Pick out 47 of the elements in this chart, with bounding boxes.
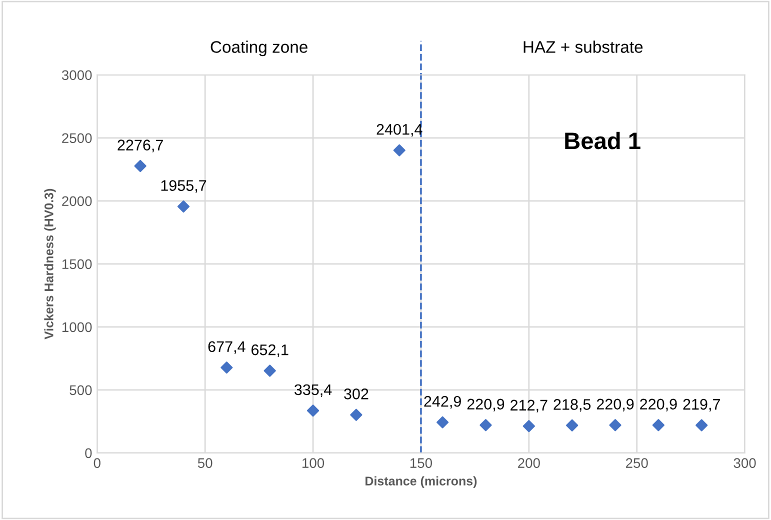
data-label: 677,4 [208,341,246,354]
data-label: 2401,4 [376,124,422,137]
annotation: Bead 1 [565,132,640,150]
text: Coating zone [210,40,308,56]
y-tick-label: 1500 [62,259,92,270]
data-label: 652,1 [252,344,288,358]
point [652,419,665,432]
x-tick-label: 0 [94,458,100,468]
point [480,419,492,432]
data-label: 2276,7 [118,140,163,152]
x-tick-label: 50 [198,458,212,468]
point [220,361,233,374]
text: HAZ + substrate [524,40,643,53]
x-axis-title: Distance (microns) [366,476,477,488]
data-label: 220,9 [467,398,504,412]
x-tick-label: 300 [734,458,756,468]
point [134,160,146,172]
data-label: 335,4 [294,384,332,397]
point [264,364,276,377]
data-label: 220,9 [596,398,634,412]
point [696,419,708,432]
y-tick-label: 2500 [62,133,92,144]
data-label: 1955,7 [161,180,206,193]
point [177,200,190,213]
point [350,408,362,421]
data-label: 218,5 [554,399,591,412]
point [436,416,449,428]
y-tick-label: 500 [70,385,92,396]
y-tick-label: 3000 [62,70,92,80]
data-label: 219,7 [683,398,720,412]
point [306,404,320,417]
point [609,419,622,432]
x-tick-label: 150 [410,458,432,468]
point [393,144,406,156]
y-tick-label: 1000 [62,322,92,332]
data-label: 220,9 [640,398,677,412]
x-tick-label: 200 [518,458,540,468]
point [522,420,535,432]
data-label: 242,9 [424,396,461,409]
data-label: 212,7 [510,400,548,412]
x-tick-label: 250 [626,458,648,468]
data-label: 302 [344,388,368,400]
y-axis-title: Vickers Hardness (HV0.3) [44,188,56,340]
y-tick-label: 2000 [62,196,92,206]
y-tick-label: 0 [85,448,92,458]
point [566,419,578,432]
x-tick-label: 100 [302,458,324,468]
